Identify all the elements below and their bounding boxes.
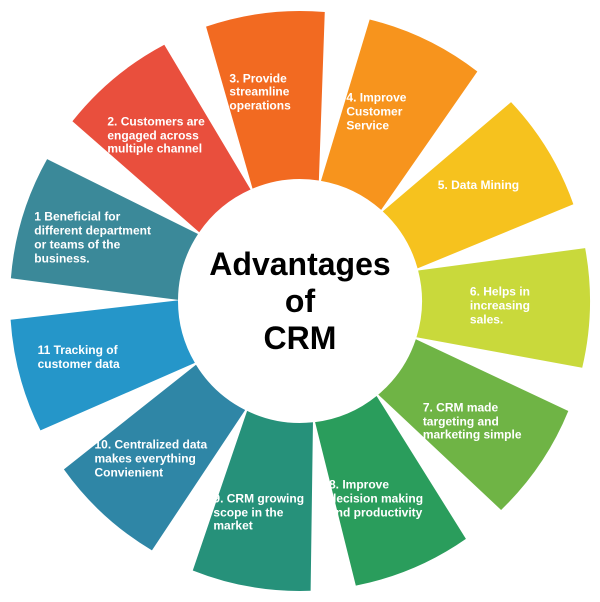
wheel-svg: [0, 0, 600, 602]
crm-advantages-wheel: Advantages of CRM 1 Beneficial for diffe…: [0, 0, 600, 602]
wheel-segment: [416, 248, 590, 368]
